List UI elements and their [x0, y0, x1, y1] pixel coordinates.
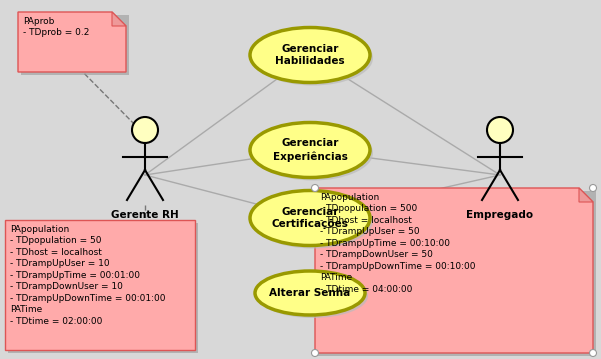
Ellipse shape — [250, 28, 370, 83]
Circle shape — [311, 350, 319, 356]
Text: PApopulation
- TDpopulation = 500
- TDhost = localhost
- TDrampUpUser = 50
- TDr: PApopulation - TDpopulation = 500 - TDho… — [320, 193, 475, 294]
Text: PAprob
- TDprob = 0.2: PAprob - TDprob = 0.2 — [23, 17, 90, 37]
Text: Alterar Senha: Alterar Senha — [269, 288, 350, 298]
Polygon shape — [112, 12, 126, 26]
Ellipse shape — [258, 274, 368, 318]
Polygon shape — [318, 191, 596, 356]
Ellipse shape — [250, 191, 370, 246]
Ellipse shape — [253, 194, 373, 248]
Circle shape — [590, 185, 597, 191]
Circle shape — [132, 117, 158, 143]
Text: Gerenciar
Habilidades: Gerenciar Habilidades — [275, 44, 345, 66]
Ellipse shape — [253, 31, 373, 85]
Circle shape — [590, 350, 597, 356]
Text: Gerente RH: Gerente RH — [111, 210, 179, 220]
Polygon shape — [21, 15, 129, 75]
Polygon shape — [315, 188, 593, 353]
Circle shape — [487, 117, 513, 143]
Ellipse shape — [253, 126, 373, 181]
Polygon shape — [8, 223, 198, 353]
Ellipse shape — [255, 271, 365, 315]
Text: Gerenciar
Certificações: Gerenciar Certificações — [272, 207, 349, 229]
Polygon shape — [5, 220, 195, 350]
Text: Gerenciar
Experiências: Gerenciar Experiências — [273, 139, 347, 162]
Ellipse shape — [250, 122, 370, 177]
Text: Empregado: Empregado — [466, 210, 534, 220]
Polygon shape — [579, 188, 593, 202]
Circle shape — [311, 185, 319, 191]
Polygon shape — [18, 12, 126, 72]
Text: PApopulation
- TDpopulation = 50
- TDhost = localhost
- TDrampUpUser = 10
- TDra: PApopulation - TDpopulation = 50 - TDhos… — [10, 225, 165, 326]
